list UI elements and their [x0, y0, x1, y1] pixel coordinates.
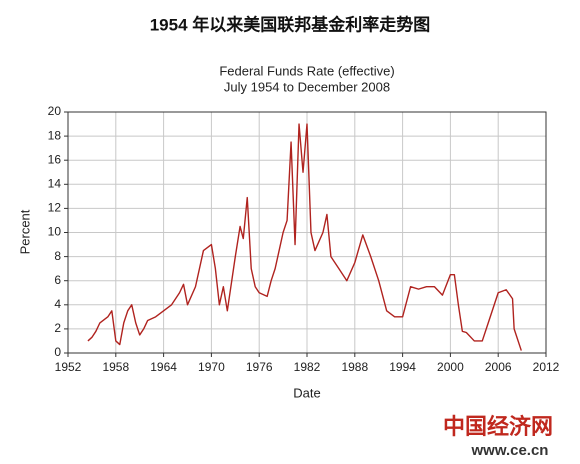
- y-tick-label: 16: [48, 152, 62, 166]
- y-tick-label: 8: [54, 249, 61, 263]
- plot-title: Federal Funds Rate (effective): [219, 63, 394, 78]
- plot-subtitle: July 1954 to December 2008: [224, 79, 390, 94]
- plot-frame: [67, 111, 547, 354]
- y-axis-label: Percent: [17, 209, 32, 254]
- watermark-url: www.ce.cn: [471, 442, 549, 459]
- y-tick-label: 4: [54, 297, 61, 311]
- x-tick-label: 1958: [102, 360, 129, 374]
- chart-title: 1954 年以来美国联邦基金利率走势图: [150, 14, 431, 34]
- x-tick-label: 1976: [246, 360, 273, 374]
- y-tick-label: 10: [48, 225, 62, 239]
- y-tick-label: 12: [48, 201, 62, 215]
- x-tick-label: 1982: [294, 360, 321, 374]
- y-tick-label: 20: [48, 104, 62, 118]
- y-tick-label: 14: [48, 176, 62, 190]
- y-tick-label: 6: [54, 273, 61, 287]
- y-tick-label: 0: [54, 345, 61, 359]
- x-axis-label: Date: [293, 385, 320, 400]
- x-tick-label: 1964: [150, 360, 177, 374]
- x-tick-label: 2000: [437, 360, 464, 374]
- x-tick-label: 1952: [55, 360, 82, 374]
- watermark-logo: 中国经济网: [443, 414, 553, 439]
- data-line: [87, 123, 522, 351]
- x-tick-label: 1988: [341, 360, 368, 374]
- x-tick-label: 2006: [485, 360, 512, 374]
- y-tick-label: 18: [48, 128, 62, 142]
- x-tick-label: 2012: [533, 360, 560, 374]
- x-tick-label: 1994: [389, 360, 416, 374]
- x-tick-label: 1970: [198, 360, 225, 374]
- y-tick-label: 2: [54, 321, 61, 335]
